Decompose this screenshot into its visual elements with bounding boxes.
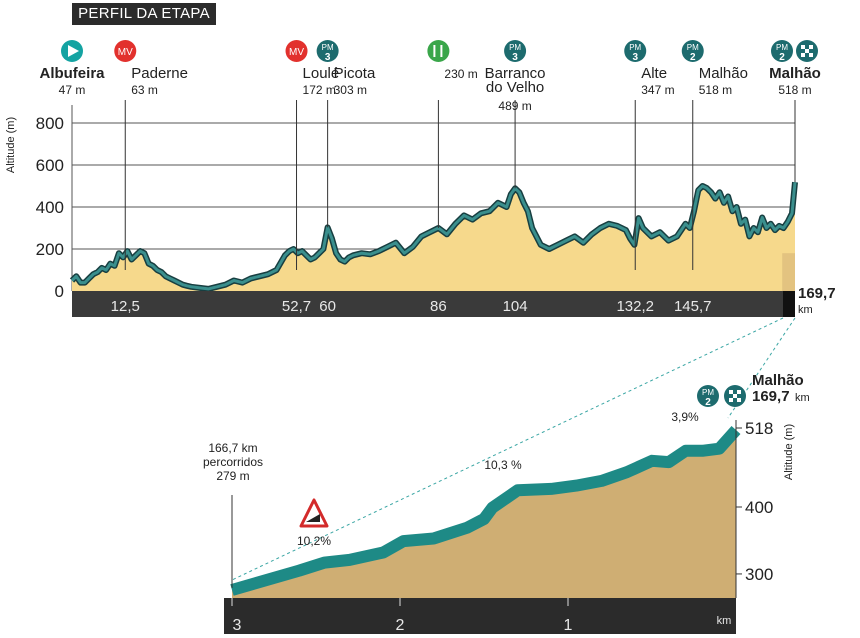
climb-finish-unit: km: [795, 392, 810, 404]
climb-x-tick-label: 3: [233, 617, 242, 634]
mountain-points-label: PM: [629, 43, 641, 52]
steep-climb-warning-icon: [299, 498, 329, 528]
mountain-category: 3: [632, 52, 638, 63]
checker-square: [805, 49, 809, 53]
mountain-category: 3: [512, 52, 518, 63]
poi-altitude: 230 m: [444, 67, 477, 81]
climb-band: [230, 425, 741, 596]
checker-square: [729, 398, 733, 402]
climb-x-tick-label: 1: [564, 617, 573, 634]
mountain-category: 2: [779, 52, 785, 63]
poi-name: Barranco do Velho: [485, 65, 546, 96]
checker-square: [801, 53, 805, 57]
poi-altitude: 518 m: [699, 83, 732, 97]
climb-finish-name: Malhão: [752, 372, 804, 389]
climb-start-label: 166,7 km percorridos 279 m: [203, 441, 263, 483]
x-axis-finish-block: [783, 291, 795, 317]
mountain-points-label: PM: [509, 43, 521, 52]
poi-name: Paderne: [131, 65, 188, 82]
mountain-points-label: PM: [702, 388, 714, 397]
poi-altitude: 347 m: [641, 83, 674, 97]
zoom-connector-right: [727, 317, 796, 419]
x-tick-label: 132,2: [616, 298, 654, 315]
poi-name: Loulé: [303, 65, 340, 82]
checker-square: [737, 398, 741, 402]
checker-square: [737, 390, 741, 394]
checker-square: [809, 45, 813, 49]
climb-y-axis-title: Altitude (m): [783, 424, 795, 480]
mountain-category: 2: [705, 397, 711, 408]
y-tick-label: 800: [36, 114, 64, 133]
climb-y-tick-label: 300: [745, 565, 773, 584]
finish-km-label: 169,7: [798, 285, 836, 302]
page-title: PERFIL DA ETAPA: [72, 3, 216, 25]
climb-x-unit: km: [717, 615, 732, 627]
checker-square: [801, 45, 805, 49]
mountain-points-label: PM: [776, 43, 788, 52]
checker-square: [729, 390, 733, 394]
poi-altitude: 63 m: [131, 83, 158, 97]
poi-altitude: 489 m: [498, 99, 531, 113]
climb-x-axis-band: [224, 598, 736, 634]
gradient-label: 3,9%: [671, 410, 699, 424]
y-tick-label: 400: [36, 198, 64, 217]
mountain-points-icon: [771, 40, 793, 62]
climb-x-tick-label: 2: [396, 617, 405, 634]
climb-finish-km: 169,7: [752, 388, 790, 405]
checker-square: [809, 53, 813, 57]
sprint-icon-label: MV: [118, 47, 133, 58]
mountain-points-label: PM: [322, 43, 334, 52]
mountain-points-label: PM: [687, 43, 699, 52]
climb-area: [232, 428, 736, 598]
poi-name: Picota: [334, 65, 376, 82]
gradient-label: 10,3 %: [484, 458, 522, 472]
sprint-icon: [114, 40, 137, 62]
play-icon: [68, 45, 79, 57]
x-axis-band: [72, 291, 795, 317]
finish-km-unit: km: [798, 304, 813, 316]
climb-y-tick-label: 400: [745, 498, 773, 517]
y-tick-label: 200: [36, 240, 64, 259]
feed-zone-icon: [427, 40, 450, 62]
mountain-points-icon: [681, 40, 704, 62]
poi-name: Alte: [641, 65, 667, 82]
x-tick-label: 145,7: [674, 298, 712, 315]
x-tick-label: 52,7: [282, 298, 311, 315]
y-tick-label: 600: [36, 156, 64, 175]
sprint-icon: [285, 40, 308, 62]
profile-line: [70, 182, 797, 291]
mountain-points-icon: [504, 40, 527, 62]
x-tick-label: 60: [319, 298, 336, 315]
poi-name: Malhão: [699, 65, 748, 82]
y-axis-title: Altitude (m): [5, 117, 17, 173]
poi-name: Albufeira: [39, 65, 105, 82]
x-tick-label: 12,5: [111, 298, 140, 315]
x-tick-label: 86: [430, 298, 447, 315]
mountain-points-icon: [697, 385, 719, 407]
y-tick-label: 0: [55, 282, 64, 301]
climb-y-tick-label: 518: [745, 419, 773, 438]
poi-altitude: 47 m: [59, 83, 86, 97]
poi-name: Malhão: [769, 65, 821, 82]
gradient-label: 10,2%: [297, 534, 331, 548]
profile-area: [72, 182, 795, 291]
mountain-points-icon: [316, 40, 339, 62]
poi-altitude: 303 m: [334, 83, 367, 97]
sprint-icon-label: MV: [289, 47, 304, 58]
mountain-category: 2: [690, 52, 696, 63]
steep-climb-slope-icon: [306, 514, 320, 522]
mountain-points-icon: [624, 40, 647, 62]
fork-knife-icon: [433, 45, 443, 57]
x-tick-label: 104: [503, 298, 528, 315]
final-climb-shade: [782, 253, 795, 291]
checker-square: [733, 394, 737, 398]
poi-altitude: 172 m: [303, 83, 336, 97]
poi-altitude: 518 m: [778, 83, 811, 97]
mountain-category: 3: [325, 52, 331, 63]
